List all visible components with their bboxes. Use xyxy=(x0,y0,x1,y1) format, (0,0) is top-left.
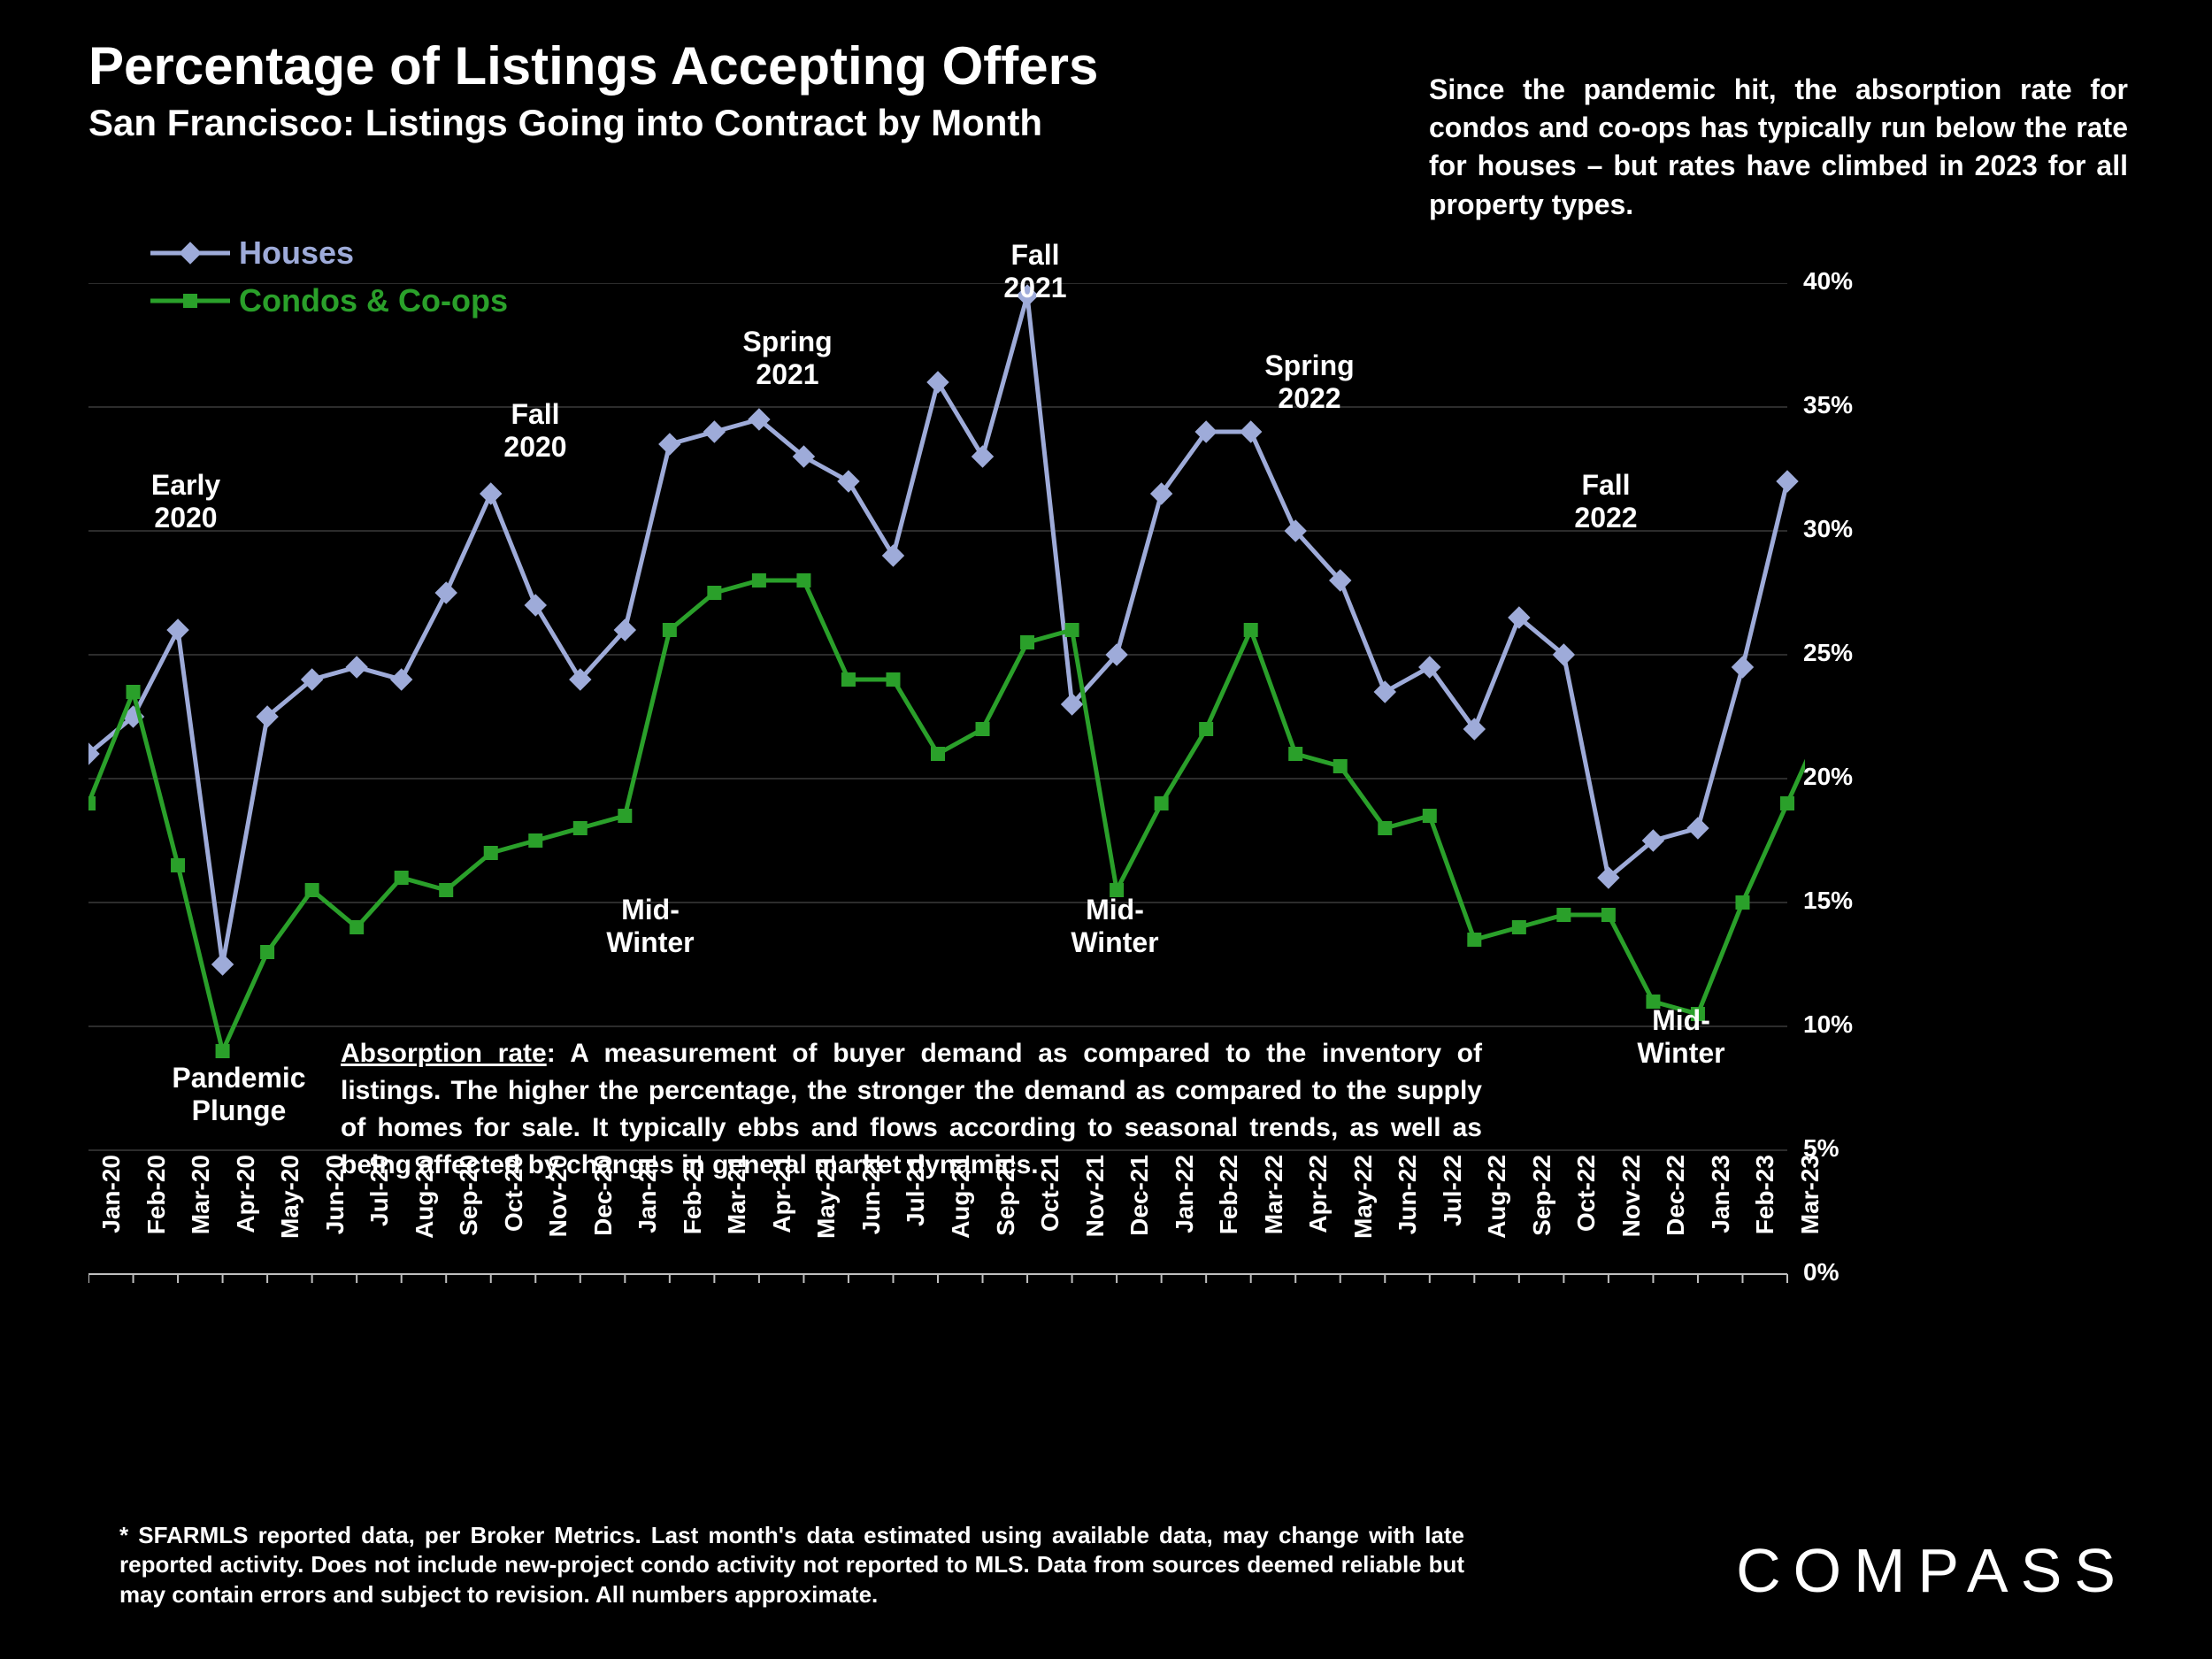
x-tick-label: Oct-22 xyxy=(1572,1155,1601,1287)
x-tick-label: Dec-22 xyxy=(1662,1155,1690,1287)
definition-label: Absorption rate xyxy=(341,1039,547,1068)
y-tick-label: 30% xyxy=(1803,515,1853,543)
x-tick-label: Mar-20 xyxy=(187,1155,215,1287)
chart-annotation: Mid-Winter xyxy=(1601,1004,1761,1070)
chart-annotation: Spring2022 xyxy=(1230,349,1389,415)
chart-description: Since the pandemic hit, the absorption r… xyxy=(1429,71,2128,224)
compass-logo: COMPASS xyxy=(1736,1535,2128,1606)
chart-title: Percentage of Listings Accepting Offers xyxy=(88,35,1098,96)
chart-annotation: Fall2020 xyxy=(456,398,615,464)
chart-annotation: Mid-Winter xyxy=(1035,894,1194,959)
y-tick-label: 15% xyxy=(1803,887,1853,915)
y-tick-label: 35% xyxy=(1803,391,1853,419)
footnote: * SFARMLS reported data, per Broker Metr… xyxy=(119,1521,1464,1610)
x-tick-label: Sep-22 xyxy=(1528,1155,1556,1287)
definition-text: Absorption rate: A measurement of buyer … xyxy=(341,1035,1482,1184)
chart-annotation: Fall2021 xyxy=(956,239,1115,304)
x-tick-label: Aug-22 xyxy=(1483,1155,1511,1287)
chart-annotation: PandemicPlunge xyxy=(159,1062,319,1127)
legend-label-houses: Houses xyxy=(239,234,354,272)
y-tick-label: 25% xyxy=(1803,639,1853,667)
chart-subtitle: San Francisco: Listings Going into Contr… xyxy=(88,102,1042,144)
legend-item-houses: Houses xyxy=(150,234,508,272)
x-tick-label: Apr-20 xyxy=(232,1155,260,1287)
y-tick-label: 40% xyxy=(1803,267,1853,296)
chart-annotation: Fall2022 xyxy=(1526,469,1686,534)
y-tick-label: 20% xyxy=(1803,763,1853,791)
x-tick-label: Jan-23 xyxy=(1707,1155,1735,1287)
x-tick-label: May-20 xyxy=(276,1155,304,1287)
x-tick-label: Nov-22 xyxy=(1617,1155,1646,1287)
chart-annotation: Spring2021 xyxy=(708,326,867,391)
y-tick-label: 5% xyxy=(1803,1134,1839,1163)
x-tick-label: Jan-20 xyxy=(97,1155,126,1287)
y-tick-label: 0% xyxy=(1803,1258,1839,1286)
chart-annotation: Mid-Winter xyxy=(571,894,730,959)
x-tick-label: Feb-20 xyxy=(142,1155,171,1287)
chart-annotation: Early2020 xyxy=(106,469,265,534)
y-tick-label: 10% xyxy=(1803,1010,1853,1039)
x-tick-label: Feb-23 xyxy=(1751,1155,1779,1287)
